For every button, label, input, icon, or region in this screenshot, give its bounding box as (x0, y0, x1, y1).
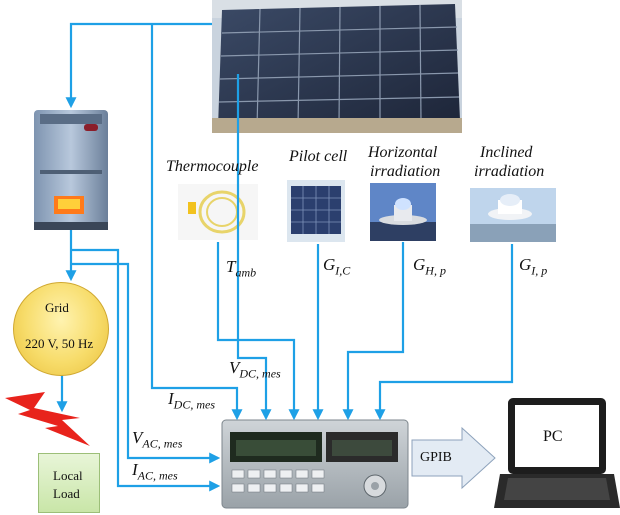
thermocouple-sensor (178, 184, 258, 240)
horizontal-label-line1: Horizontal (368, 144, 438, 161)
data-acquisition-unit (221, 419, 409, 509)
symbol-g-ic: GI,C (323, 255, 351, 278)
pc-label: PC (543, 428, 563, 445)
laptop-pc (494, 398, 620, 508)
thermocouple-label: Thermocouple (166, 158, 259, 175)
grid-node (13, 282, 109, 376)
local-load-label-line2: Load (53, 486, 80, 501)
gpib-arrow (411, 426, 496, 490)
grid-spec-label: 220 V, 50 Hz (25, 336, 94, 351)
local-load-box (38, 453, 100, 513)
pilot-cell-sensor (287, 180, 345, 242)
symbol-i-dc: IDC, mes (168, 389, 216, 412)
gpib-label: GPIB (420, 450, 452, 465)
local-load-label-line1: Local (53, 468, 83, 483)
inclined-label-line1: Inclined (480, 144, 533, 161)
symbol-t-amb: Tamb (226, 257, 257, 280)
symbol-g-hp: GH, p (413, 255, 446, 278)
lightning-icon (5, 392, 90, 446)
inclined-label-line2: irradiation (474, 163, 545, 180)
pilot-cell-label: Pilot cell (289, 148, 348, 165)
inclined-pyranometer (470, 188, 556, 242)
symbol-v-ac: VAC, mes (132, 428, 183, 451)
inverter-device (34, 110, 108, 230)
horizontal-pyranometer (370, 183, 436, 241)
symbol-g-ip: GI, p (519, 255, 548, 278)
horizontal-label-line2: irradiation (370, 163, 441, 180)
grid-label: Grid (45, 300, 69, 315)
symbol-v-dc: VDC, mes (229, 358, 281, 381)
connection-wires (56, 22, 514, 492)
symbol-i-ac: IAC, mes (132, 460, 178, 483)
solar-panel-array (212, 0, 462, 133)
